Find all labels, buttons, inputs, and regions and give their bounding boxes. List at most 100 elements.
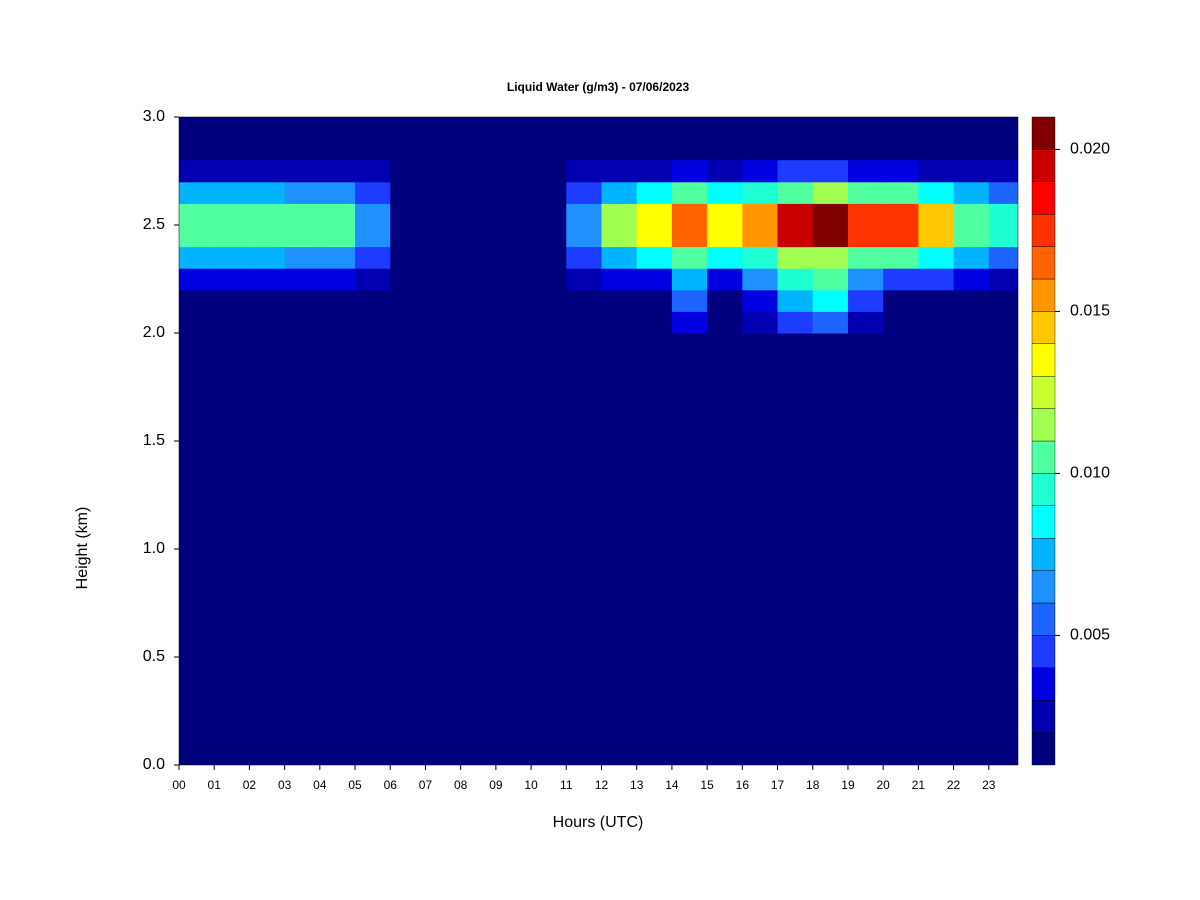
heatmap-cell [319,268,356,291]
heatmap-cell [953,181,990,204]
colorbar-swatch [1031,667,1056,701]
heatmap-cell [319,311,356,334]
heatmap-cell [566,225,602,248]
heatmap-cell [249,160,286,183]
x-tick-label: 01 [208,778,222,792]
heatmap-cell [390,311,426,334]
x-tick-label: 15 [700,778,714,792]
heatmap-cell [777,289,814,312]
colorbar-swatch [1031,376,1056,409]
heatmap-cell [179,268,215,291]
heatmap-cell [214,246,250,269]
heatmap-cell [531,160,567,183]
heatmap-cell [777,160,814,183]
heatmap-cell [883,268,919,291]
heatmap-cell [460,246,497,269]
heatmap-cell [671,246,708,269]
heatmap-cell [988,181,1018,204]
heatmap-cell [566,181,602,204]
heatmap-cell [601,160,638,183]
colorbar-swatch [1031,635,1056,669]
x-axis-title: Hours (UTC) [553,814,644,831]
heatmap-cell [883,181,919,204]
heatmap-cell [636,181,673,204]
x-tick-label: 19 [841,778,855,792]
heatmap-cell [179,181,215,204]
colorbar-swatch [1031,732,1056,766]
heatmap-cell [531,203,567,226]
heatmap-cell [566,160,602,183]
heatmap-cell [636,289,673,312]
heatmap-cell [425,160,462,183]
heatmap-cell [847,311,884,334]
heatmap-cell [847,160,884,183]
heatmap-cell [601,311,638,334]
y-tick-label: 3.0 [143,108,165,125]
heatmap-cell [460,181,497,204]
heatmap-cell [988,311,1018,334]
colorbar-swatch [1031,213,1056,247]
heatmap-cell [284,181,321,204]
colorbar-swatch [1031,343,1056,377]
heatmap-cell [425,268,462,291]
heatmap-cell [742,203,779,226]
heatmap-cell [671,311,708,334]
heatmap-cell [495,268,532,291]
x-tick-label: 16 [736,778,750,792]
heatmap-cell [671,289,708,312]
heatmap-cell [953,246,990,269]
heatmap-cell [636,246,673,269]
heatmap-cell [742,311,779,334]
heatmap-cell [742,289,779,312]
heatmap-cell [566,268,602,291]
heatmap-cell [319,160,356,183]
heatmap-cell [425,225,462,248]
heatmap-cell [636,268,673,291]
heatmap-cell [531,246,567,269]
x-tick-label: 04 [313,778,327,792]
y-tick-label: 0.0 [143,756,165,773]
heatmap-cell [707,268,743,291]
x-tick-label: 02 [243,778,257,792]
heatmap-cell [495,225,532,248]
heatmap-cell [812,289,849,312]
heatmap-cell [918,268,955,291]
heatmap-cell [918,289,955,312]
heatmap-cell [847,203,884,226]
heatmap-cell [495,181,532,204]
heatmap-cell [566,246,602,269]
x-tick-label: 11 [560,778,573,792]
heatmap-cell [601,289,638,312]
heatmap-cell [918,225,955,248]
x-tick-label: 03 [278,778,292,792]
heatmap-cell [953,203,990,226]
heatmap-cell [988,203,1018,226]
heatmap-cell [284,268,321,291]
heatmap-cell [566,311,602,334]
heatmap-cell [249,289,286,312]
x-tick-label: 18 [806,778,820,792]
heatmap-cell [355,181,391,204]
x-tick-label: 10 [524,778,538,792]
heatmap-cell [390,246,426,269]
heatmap-cell [812,268,849,291]
heatmap-cell [707,225,743,248]
heatmap-cell [460,225,497,248]
heatmap-cell [671,160,708,183]
heatmap-cell [566,203,602,226]
heatmap-cell [566,289,602,312]
heatmap-cell [636,311,673,334]
heatmap-cell [847,225,884,248]
heatmap-cell [777,225,814,248]
heatmap-cell [355,289,391,312]
heatmap-cell [777,203,814,226]
heatmap-cell [918,160,955,183]
colorbar-swatch [1031,149,1056,182]
heatmap-cell [355,160,391,183]
heatmap-cell [531,225,567,248]
heatmap-cell [495,160,532,183]
colorbar-swatch [1031,181,1056,215]
colorbar-swatch [1031,505,1056,539]
heatmap-cell [355,203,391,226]
heatmap-cell [425,289,462,312]
